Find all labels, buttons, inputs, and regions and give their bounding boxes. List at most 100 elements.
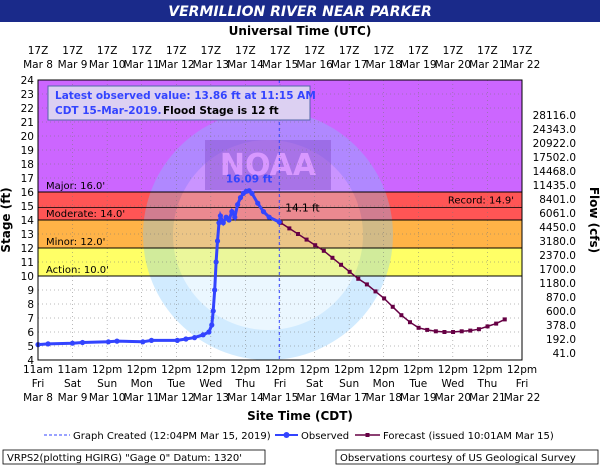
y-tick-label: 16 (21, 187, 35, 199)
observed-point (148, 337, 155, 343)
x-tick-time: 11am (58, 364, 88, 376)
y-tick-label: 7 (27, 313, 34, 325)
flow-tick-label: 192.0 (546, 334, 576, 346)
x-tick-time: 12pm (265, 364, 295, 376)
observed-point (213, 259, 219, 265)
forecast-point (356, 276, 361, 281)
x-tick-day: Sat (64, 378, 81, 390)
x-tick-day: Fri (274, 378, 287, 390)
top-tick-time: 17Z (235, 45, 256, 57)
observed-point (140, 339, 146, 345)
x-tick-time: 12pm (369, 364, 399, 376)
y-tick-label: 12 (21, 243, 34, 255)
x-tick-day: Wed (441, 378, 464, 390)
observed-point (216, 220, 222, 226)
legend-graph-created: Graph Created (12:04PM Mar 15, 2019) (73, 431, 271, 442)
observed-point (212, 287, 218, 293)
observed-point (191, 335, 198, 341)
top-axis-title: Universal Time (UTC) (229, 24, 372, 38)
x-tick-day: Tue (166, 378, 185, 390)
x-tick-day: Wed (199, 378, 222, 390)
x-tick-time: 12pm (196, 364, 226, 376)
forecast-point (382, 296, 387, 301)
record-stage-label: Record: 14.9' (448, 195, 514, 206)
x-tick-time: 12pm (230, 364, 260, 376)
observed-point (260, 209, 267, 215)
x-tick-date: Mar 12 (158, 392, 195, 404)
x-tick-time: 12pm (127, 364, 157, 376)
forecast-point (416, 325, 421, 330)
forecast-point (451, 330, 456, 334)
forecast-point (295, 232, 300, 236)
flow-tick-label: 600.0 (546, 306, 576, 318)
top-tick-time: 17Z (166, 45, 187, 57)
observed-point (206, 329, 212, 335)
y-tick-label: 23 (21, 89, 34, 101)
forecast-point (468, 328, 473, 333)
flow-axis-title: Flow (cfs) (587, 187, 600, 253)
forecast-point (330, 255, 335, 260)
observed-point (220, 220, 226, 226)
observed-point (249, 190, 255, 196)
flood-band-label-action: Action: 10.0' (46, 265, 109, 276)
x-tick-time: 12pm (161, 364, 191, 376)
flow-tick-label: 41.0 (553, 348, 576, 360)
noaa-watermark-logo: NOAA (143, 110, 393, 360)
forecast-point (321, 248, 326, 253)
x-tick-date: Mar 21 (469, 392, 506, 404)
footer-credit: Observations courtesy of US Geological S… (340, 453, 576, 464)
top-tick-date: Mar 22 (504, 59, 541, 71)
top-tick-date: Mar 12 (158, 59, 195, 71)
svg-text:NOAA: NOAA (220, 148, 317, 183)
y-tick-label: 10 (21, 271, 34, 283)
forecast-point (373, 289, 378, 294)
forecast-point (502, 317, 507, 322)
observed-point (237, 195, 244, 201)
x-tick-day: Sat (306, 378, 323, 390)
y-tick-label: 20 (21, 131, 34, 143)
observed-point (174, 337, 180, 343)
flow-tick-label: 24343.0 (533, 124, 576, 136)
observed-point (45, 341, 51, 347)
observed-point (217, 213, 223, 219)
latest-observation-date: CDT 15-Mar-2019. (55, 105, 162, 117)
observed-point (235, 202, 241, 208)
y-tick-label: 21 (21, 117, 34, 129)
plot-frame (37, 79, 523, 361)
forecast-point (347, 269, 352, 274)
observed-point (266, 214, 272, 220)
top-tick-time: 17Z (477, 45, 498, 57)
x-tick-day: Tue (408, 378, 427, 390)
x-tick-time: 12pm (334, 364, 364, 376)
observed-point (276, 219, 282, 225)
x-tick-time: 12pm (92, 364, 122, 376)
legend-observed: Observed (301, 431, 349, 442)
x-tick-date: Mar 8 (23, 392, 53, 404)
top-tick-date: Mar 17 (331, 59, 368, 71)
forecast-point (442, 330, 447, 334)
latest-observation-box (47, 85, 311, 121)
y-tick-label: 15 (21, 201, 34, 213)
top-tick-time: 17Z (443, 45, 464, 57)
top-tick-time: 17Z (339, 45, 360, 57)
top-tick-time: 17Z (512, 45, 533, 57)
y-tick-label: 9 (27, 285, 34, 297)
observed-point (200, 332, 206, 338)
x-axis-title: Site Time (CDT) (247, 409, 353, 423)
x-tick-time: 12pm (472, 364, 502, 376)
legend-observed-marker (283, 432, 290, 438)
forecast-point (399, 313, 404, 318)
forecast-point (476, 327, 481, 332)
peak-value-label: 16.09 ft (226, 174, 272, 186)
top-tick-date: Mar 20 (435, 59, 472, 71)
flood-band-label-major: Major: 16.0' (46, 181, 105, 192)
x-tick-date: Mar 9 (58, 392, 88, 404)
observed-point (255, 200, 261, 206)
flow-tick-label: 6061.0 (539, 208, 576, 220)
top-tick-date: Mar 14 (227, 59, 264, 71)
top-tick-time: 17Z (304, 45, 325, 57)
observed-point (214, 238, 221, 244)
y-tick-label: 19 (21, 145, 34, 157)
observed-point (210, 308, 216, 314)
